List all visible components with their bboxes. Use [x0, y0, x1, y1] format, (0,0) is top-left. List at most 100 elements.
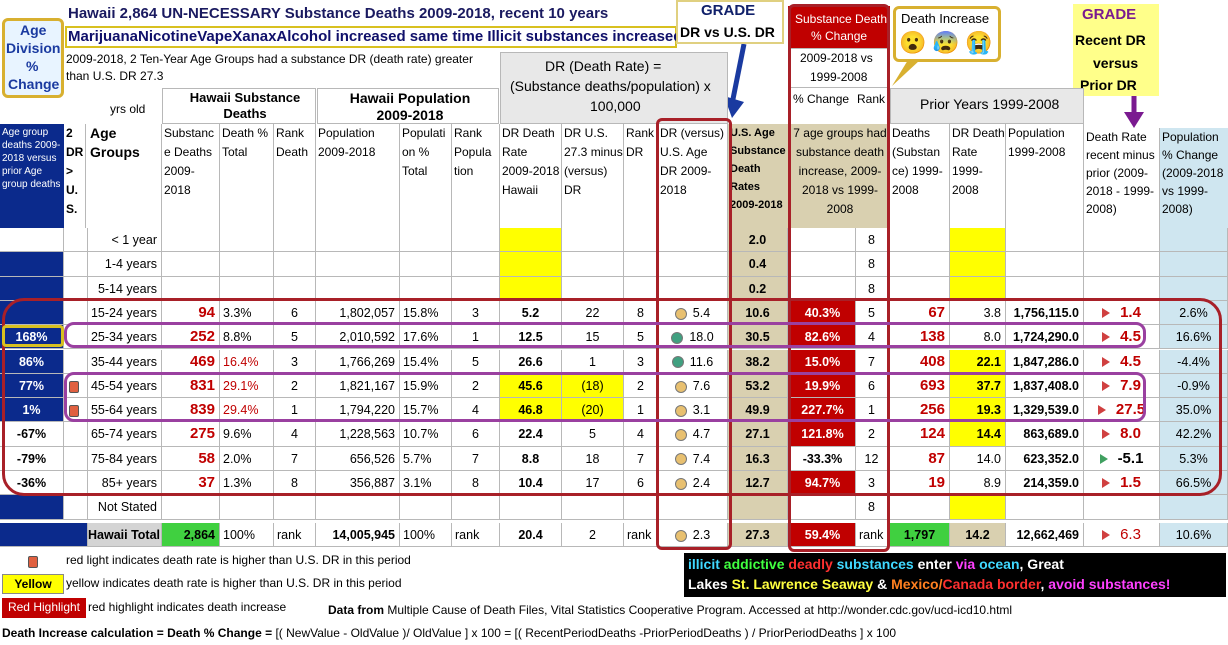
cell-popchg: 35.0% — [1160, 398, 1228, 423]
arrow-down-purple-icon — [1124, 96, 1144, 128]
cell-rdeath: 5 — [274, 325, 316, 350]
legend-red-hl-text: red highlight indicates death increase — [88, 600, 287, 614]
death-increase-label: Death Increase — [901, 11, 990, 26]
cell-pchg: 94.7% — [790, 471, 856, 496]
cell-dr: 12.5 — [500, 325, 562, 350]
data-source: Data from Multiple Cause of Death Files,… — [328, 603, 1013, 617]
cell-pchg — [790, 495, 856, 520]
banner-segment: ocean — [979, 556, 1020, 572]
data-table: < 1 year 2.0 8 1-4 years 0.4 8 5-14 years 0.2 8 1… — [0, 228, 1228, 548]
cell-usdr: 53.2 — [728, 373, 788, 399]
hdr-period-2: 1999-2008 — [810, 70, 868, 84]
cell-age: Not Stated — [88, 495, 162, 520]
cell-dr2 — [64, 398, 88, 423]
cell-usminus — [562, 495, 624, 520]
col-rank-death: Rank Death — [274, 124, 316, 228]
cell-pdr — [950, 276, 1006, 301]
subtitle: MarijuanaNicotineVapeXanaxAlcohol increa… — [68, 28, 683, 45]
orange-dot-icon — [674, 307, 687, 320]
banner-segment: enter — [917, 556, 956, 572]
cell-usminus: 18 — [562, 446, 624, 471]
total-drvs: 2.3 — [692, 528, 711, 542]
cell-popchg: 66.5% — [1160, 471, 1228, 496]
cell-age: 5-14 years — [88, 276, 162, 301]
dr-vs-us-value: 7.4 — [692, 451, 711, 466]
cell-rdr: 8 — [624, 300, 658, 326]
banner-segment: deadly — [788, 556, 837, 572]
cell-pdeaths: 19 — [890, 471, 950, 496]
legend-red-hl-label: Red Highlight — [2, 598, 86, 618]
cell-dr: 26.6 — [500, 349, 562, 374]
cell-rank: 4 — [856, 325, 888, 350]
cell-dr2 — [64, 300, 88, 326]
cell-rdr: 7 — [624, 446, 658, 471]
cell-drdiff — [1084, 228, 1160, 253]
table-row: 15-24 years 94 3.3% 6 1,802,057 15.8% 3 5.2 22 8 5… — [0, 300, 1228, 326]
cell-dr2 — [64, 228, 88, 253]
cell-dr2 — [64, 252, 88, 277]
cell-usdr: 12.7 — [728, 471, 788, 496]
cell-rank: 8 — [856, 276, 888, 301]
total-drdiff: 6.3 — [1120, 526, 1141, 543]
cell-dpct: 29.4% — [220, 398, 274, 423]
age-division-label-4: Change — [8, 76, 60, 92]
cell-pdr: 19.3 — [950, 398, 1006, 423]
cell-usdr: 49.9 — [728, 398, 788, 423]
cell-rank: 3 — [856, 471, 888, 496]
cell-pchg: 227.7% — [790, 398, 856, 423]
cell-ppop: 1,329,539.0 — [1006, 398, 1084, 423]
cell-rdeath — [274, 495, 316, 520]
cell-ppct — [400, 252, 452, 277]
cell-rdeath: 1 — [274, 398, 316, 423]
col-pop-change: Population % Change (2009-2018 vs 1999-2… — [1160, 128, 1228, 228]
hdr-pct-change: % Change — [793, 92, 850, 106]
cell-rdr: 5 — [624, 325, 658, 350]
total-drdiff-cell: 6.3 — [1084, 523, 1160, 548]
cell-ppop: 1,724,290.0 — [1006, 325, 1084, 350]
cell-rdeath: 6 — [274, 300, 316, 326]
cell-chg: 77% — [0, 373, 64, 399]
cell-rpop: 6 — [452, 422, 500, 447]
cell-pchg: 15.0% — [790, 349, 856, 374]
cell-age: 35-44 years — [88, 349, 162, 374]
table-row: 1% 55-64 years 839 29.4% 1 1,794,220 15.7% 4 46.… — [0, 398, 1228, 423]
banner-segment: Lakes — [688, 576, 732, 592]
banner-segment: via — [955, 556, 980, 572]
warning-banner-line1: illicit addictive deadly substances ente… — [688, 556, 1064, 573]
cell-rdeath: 8 — [274, 471, 316, 496]
cell-rpop — [452, 495, 500, 520]
cell-popchg — [1160, 228, 1228, 253]
banner-segment: Mexico/ — [891, 576, 943, 592]
cell-usdr — [728, 495, 788, 520]
cell-rdr — [624, 495, 658, 520]
cell-age: 15-24 years — [88, 300, 162, 326]
cell-ppct: 17.6% — [400, 325, 452, 350]
table-row: 5-14 years 0.2 8 — [0, 276, 1228, 301]
cell-dr — [500, 252, 562, 277]
warning-banner-line2: Lakes St. Lawrence Seaway & Mexico/Canad… — [688, 576, 1170, 593]
grade-us-label-2: DR vs U.S. DR — [680, 24, 775, 40]
total-popchg: 10.6% — [1160, 523, 1228, 548]
hdr-pop-group-bg — [317, 88, 499, 124]
table-row: 86% 35-44 years 469 16.4% 3 1,766,269 15.4% 5 26… — [0, 349, 1228, 374]
banner-segment: substances — [836, 556, 918, 572]
red-flag-icon — [1102, 356, 1111, 367]
dr-diff-value: 4.5 — [1120, 328, 1141, 346]
cell-pchg: 121.8% — [790, 422, 856, 447]
cell-deaths — [162, 228, 220, 253]
grade-recent-label-4: Prior DR — [1080, 77, 1137, 93]
cell-ppop: 214,359.0 — [1006, 471, 1084, 496]
cell-usdr: 0.2 — [728, 276, 788, 301]
cell-drdiff — [1084, 252, 1160, 277]
cell-rank: 8 — [856, 495, 888, 520]
cell-drvs: 7.6 — [658, 373, 728, 399]
dr-diff-value: -5.1 — [1117, 449, 1144, 467]
cell-drvs: 3.1 — [658, 398, 728, 423]
cell-rpop — [452, 276, 500, 301]
cell-pdeaths — [890, 495, 950, 520]
cell-age: 85+ years — [88, 471, 162, 496]
cell-rdeath — [274, 252, 316, 277]
banner-segment: avoid substances! — [1048, 576, 1171, 592]
cell-rdeath — [274, 228, 316, 253]
cell-pop — [316, 252, 400, 277]
